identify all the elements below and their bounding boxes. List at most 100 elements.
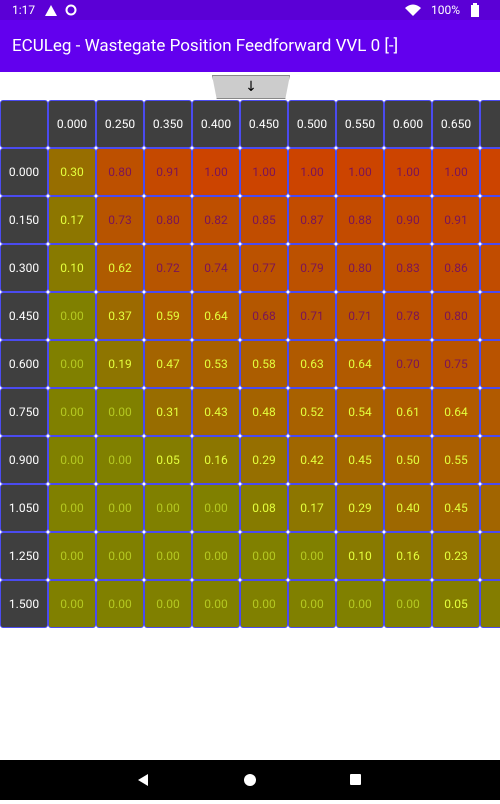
row-header[interactable]: 0.900	[0, 436, 48, 484]
table-cell[interactable]: 0.91	[432, 196, 480, 244]
table-cell[interactable]: 0.00	[48, 484, 96, 532]
table-cell[interactable]: 0.00	[48, 388, 96, 436]
table-cell[interactable]: 0.61	[384, 388, 432, 436]
table-cell[interactable]: 0.68	[240, 292, 288, 340]
table-cell[interactable]: 0.00	[192, 484, 240, 532]
row-header[interactable]: 0.750	[0, 388, 48, 436]
table-cell[interactable]: 0.31	[144, 388, 192, 436]
table-cell[interactable]: 0.88	[336, 196, 384, 244]
table-cell[interactable]: 0.00	[96, 436, 144, 484]
table-cell[interactable]: 0.05	[144, 436, 192, 484]
table-cell[interactable]: 0.00	[336, 580, 384, 628]
table-cell[interactable]: 0.90	[384, 196, 432, 244]
table-cell[interactable]: 0.83	[384, 244, 432, 292]
recents-button[interactable]	[350, 774, 361, 785]
row-header[interactable]: 1.250	[0, 532, 48, 580]
table-cell[interactable]: 1.00	[384, 148, 432, 196]
table-cell[interactable]: 0.45	[432, 484, 480, 532]
table-cell[interactable]: 0.78	[384, 292, 432, 340]
table-cell[interactable]: 0.16	[192, 436, 240, 484]
table-cell[interactable]: 0.00	[144, 580, 192, 628]
table-cell[interactable]: 0.42	[288, 436, 336, 484]
table-cell[interactable]: 0.71	[336, 292, 384, 340]
table-cell[interactable]: 0.00	[192, 580, 240, 628]
table-cell[interactable]: 0.48	[240, 388, 288, 436]
table-cell[interactable]: 1.00	[288, 148, 336, 196]
column-header[interactable]: 0.400	[192, 100, 240, 148]
table-cell[interactable]: 0.70	[384, 340, 432, 388]
table-cell[interactable]: 0.45	[336, 436, 384, 484]
table-cell[interactable]: 0.82	[192, 196, 240, 244]
column-header[interactable]: 0.350	[144, 100, 192, 148]
table-cell[interactable]: 0.00	[48, 340, 96, 388]
table-cell[interactable]: 0.37	[96, 292, 144, 340]
table-cell[interactable]: 0.00	[144, 484, 192, 532]
table-cell[interactable]: 0.00	[384, 580, 432, 628]
table-cell[interactable]: 0.85	[240, 196, 288, 244]
row-header[interactable]: 0.000	[0, 148, 48, 196]
row-header[interactable]: 1.050	[0, 484, 48, 532]
column-header[interactable]: 0.650	[432, 100, 480, 148]
table-cell[interactable]: 0.00	[48, 436, 96, 484]
table-cell[interactable]: 0.40	[384, 484, 432, 532]
table-cell[interactable]: 0.43	[192, 388, 240, 436]
table-cell[interactable]: 0.64	[336, 340, 384, 388]
home-button[interactable]	[244, 774, 256, 786]
table-cell[interactable]: 0.53	[192, 340, 240, 388]
table-cell[interactable]: 0.17	[48, 196, 96, 244]
row-header[interactable]: 1.500	[0, 580, 48, 628]
column-header[interactable]: 0.500	[288, 100, 336, 148]
table-cell[interactable]: 0.29	[240, 436, 288, 484]
table-cell[interactable]: 0.77	[240, 244, 288, 292]
table-cell[interactable]: 0.00	[96, 580, 144, 628]
table-cell[interactable]: 0.00	[144, 532, 192, 580]
table-cell[interactable]: 0.23	[432, 532, 480, 580]
column-header[interactable]: 0.600	[384, 100, 432, 148]
column-header[interactable]: 0.000	[48, 100, 96, 148]
table-cell[interactable]: 0.17	[288, 484, 336, 532]
table-cell[interactable]: 0.50	[384, 436, 432, 484]
column-header[interactable]: 0.550	[336, 100, 384, 148]
table-cell[interactable]: 0.00	[96, 484, 144, 532]
column-header[interactable]: 0.450	[240, 100, 288, 148]
column-header[interactable]: 0.250	[96, 100, 144, 148]
table-cell[interactable]: 1.00	[240, 148, 288, 196]
table-cell[interactable]: 0.19	[96, 340, 144, 388]
table-cell[interactable]: 0.80	[336, 244, 384, 292]
table-cell[interactable]: 0.80	[96, 148, 144, 196]
table-cell[interactable]: 0.00	[192, 532, 240, 580]
table-cell[interactable]: 0.75	[432, 340, 480, 388]
row-header[interactable]: 0.150	[0, 196, 48, 244]
table-cell[interactable]: 0.64	[432, 388, 480, 436]
table-cell[interactable]: 0.63	[288, 340, 336, 388]
table-cell[interactable]: 1.00	[192, 148, 240, 196]
table-cell[interactable]: 0.79	[288, 244, 336, 292]
table-cell[interactable]: 0.00	[96, 532, 144, 580]
back-button[interactable]	[138, 774, 148, 786]
table-cell[interactable]: 0.47	[144, 340, 192, 388]
table-cell[interactable]: 0.74	[192, 244, 240, 292]
table-cell[interactable]: 0.00	[48, 532, 96, 580]
table-cell[interactable]: 0.00	[48, 292, 96, 340]
table-cell[interactable]: 0.52	[288, 388, 336, 436]
row-header[interactable]: 0.450	[0, 292, 48, 340]
table-cell[interactable]: 0.72	[144, 244, 192, 292]
table-cell[interactable]: 0.91	[144, 148, 192, 196]
table-cell[interactable]: 0.73	[96, 196, 144, 244]
table-cell[interactable]: 0.00	[48, 580, 96, 628]
toggle-button[interactable]: ↓	[212, 75, 290, 99]
row-header[interactable]: 0.300	[0, 244, 48, 292]
table-cell[interactable]: 0.16	[384, 532, 432, 580]
table-cell[interactable]: 1.00	[336, 148, 384, 196]
table-cell[interactable]: 0.55	[432, 436, 480, 484]
table-cell[interactable]: 0.58	[240, 340, 288, 388]
table-cell[interactable]: 0.00	[240, 532, 288, 580]
table-cell[interactable]: 0.30	[48, 148, 96, 196]
row-header[interactable]: 0.600	[0, 340, 48, 388]
table-cell[interactable]: 0.64	[192, 292, 240, 340]
table-cell[interactable]: 0.71	[288, 292, 336, 340]
table-cell[interactable]: 0.00	[288, 532, 336, 580]
table-cell[interactable]: 0.86	[432, 244, 480, 292]
table-cell[interactable]: 0.29	[336, 484, 384, 532]
table-cell[interactable]: 0.05	[432, 580, 480, 628]
